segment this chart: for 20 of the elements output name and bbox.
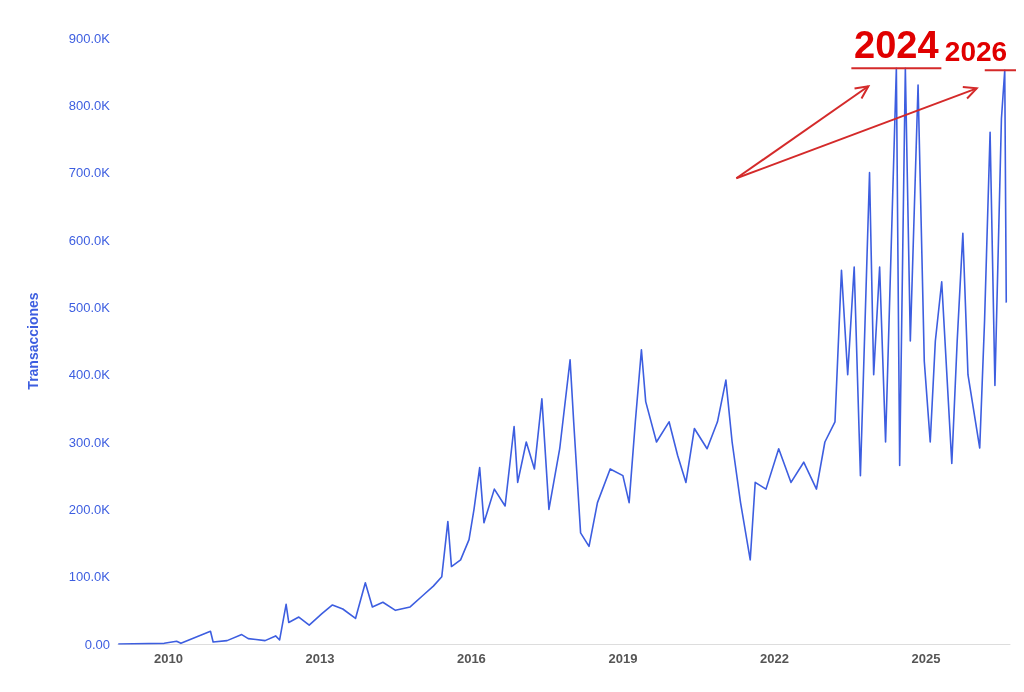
x-tick-label: 2010 [154, 651, 183, 666]
y-tick-label: 900.0K [68, 30, 111, 46]
x-tick-label: 2019 [608, 651, 638, 666]
y-tick-label: 400.0K [68, 367, 111, 383]
y-tick-label: 100.0K [68, 569, 111, 585]
line-series [117, 67, 1008, 645]
annotation: 2026 [944, 36, 1008, 68]
y-tick-label: 700.0K [68, 165, 111, 181]
x-tick-label: 2025 [911, 651, 941, 666]
y-tick-label: 300.0K [68, 434, 111, 450]
annotation: 2024 [854, 24, 939, 67]
y-tick-label: 0.00 [84, 636, 110, 652]
y-tick-label: 600.0K [68, 232, 111, 248]
x-tick-label: 2013 [305, 651, 335, 666]
y-tick-label: 500.0K [68, 299, 111, 315]
x-tick-label: 2016 [456, 651, 486, 666]
x-tick-label: 2022 [759, 651, 789, 666]
y-tick-label: 800.0K [68, 97, 111, 113]
y-axis-title: Transacciones [25, 292, 41, 390]
y-tick-label: 200.0K [68, 501, 111, 517]
